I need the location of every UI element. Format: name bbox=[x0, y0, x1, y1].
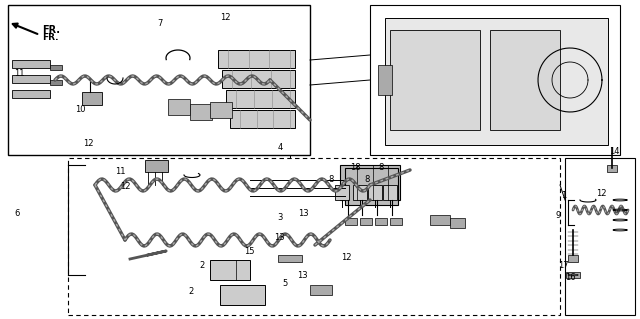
Bar bbox=[345, 168, 398, 205]
Bar bbox=[12, 90, 50, 98]
Bar bbox=[568, 255, 578, 262]
Text: 11: 11 bbox=[14, 69, 24, 78]
Text: 3: 3 bbox=[277, 213, 282, 222]
Text: 11: 11 bbox=[115, 167, 125, 176]
Bar bbox=[210, 102, 232, 118]
Bar bbox=[385, 18, 608, 145]
Bar bbox=[82, 92, 102, 105]
Bar bbox=[210, 260, 250, 280]
Text: 13: 13 bbox=[298, 209, 308, 218]
Bar bbox=[168, 99, 190, 115]
Bar bbox=[8, 5, 310, 155]
Text: 8: 8 bbox=[378, 164, 383, 173]
Text: 14: 14 bbox=[609, 147, 620, 157]
Text: 12: 12 bbox=[341, 254, 351, 263]
Bar bbox=[12, 60, 50, 68]
Text: 12: 12 bbox=[596, 189, 607, 197]
Bar bbox=[383, 185, 397, 200]
Text: FR.: FR. bbox=[42, 33, 58, 42]
Bar bbox=[345, 218, 357, 225]
Bar bbox=[566, 272, 580, 278]
Bar bbox=[335, 185, 349, 200]
Text: 8: 8 bbox=[328, 175, 333, 184]
Text: 2: 2 bbox=[188, 287, 193, 296]
Bar bbox=[68, 158, 560, 315]
Bar bbox=[218, 50, 295, 68]
Text: 8: 8 bbox=[364, 175, 369, 184]
Bar bbox=[368, 185, 382, 200]
Bar bbox=[450, 218, 465, 228]
Bar bbox=[353, 185, 367, 200]
Bar bbox=[565, 158, 635, 315]
Text: 13: 13 bbox=[297, 271, 308, 279]
Bar bbox=[430, 215, 450, 225]
Bar bbox=[190, 104, 212, 120]
Text: 4: 4 bbox=[278, 144, 284, 152]
Text: 13: 13 bbox=[274, 234, 285, 242]
Bar bbox=[360, 218, 372, 225]
Text: 10: 10 bbox=[75, 106, 86, 115]
Bar bbox=[145, 160, 168, 172]
Bar bbox=[607, 165, 617, 172]
Bar bbox=[490, 30, 560, 130]
Bar bbox=[310, 285, 332, 295]
Bar bbox=[230, 110, 295, 128]
Bar bbox=[370, 5, 620, 155]
Text: 7: 7 bbox=[157, 19, 163, 27]
Text: 9: 9 bbox=[556, 211, 561, 219]
Bar bbox=[226, 90, 295, 108]
Bar bbox=[50, 65, 62, 70]
Bar bbox=[12, 75, 50, 83]
Bar bbox=[222, 70, 295, 88]
Bar bbox=[50, 80, 62, 85]
Text: 12: 12 bbox=[220, 12, 230, 21]
Text: 12: 12 bbox=[120, 182, 131, 190]
Text: 5: 5 bbox=[282, 278, 287, 287]
Bar bbox=[390, 30, 480, 130]
Bar bbox=[278, 255, 302, 262]
Text: FR.: FR. bbox=[42, 25, 60, 35]
Text: 17: 17 bbox=[558, 261, 568, 270]
Text: 15: 15 bbox=[244, 248, 255, 256]
Text: 6: 6 bbox=[14, 209, 19, 218]
Text: 2: 2 bbox=[199, 261, 204, 270]
Text: 1: 1 bbox=[561, 190, 566, 199]
Text: 18: 18 bbox=[350, 164, 360, 173]
Bar bbox=[378, 65, 392, 95]
Text: 16: 16 bbox=[565, 273, 575, 283]
Bar bbox=[375, 218, 387, 225]
Text: 12: 12 bbox=[83, 138, 93, 147]
Bar bbox=[340, 165, 400, 200]
Bar bbox=[220, 285, 265, 305]
Bar bbox=[390, 218, 402, 225]
